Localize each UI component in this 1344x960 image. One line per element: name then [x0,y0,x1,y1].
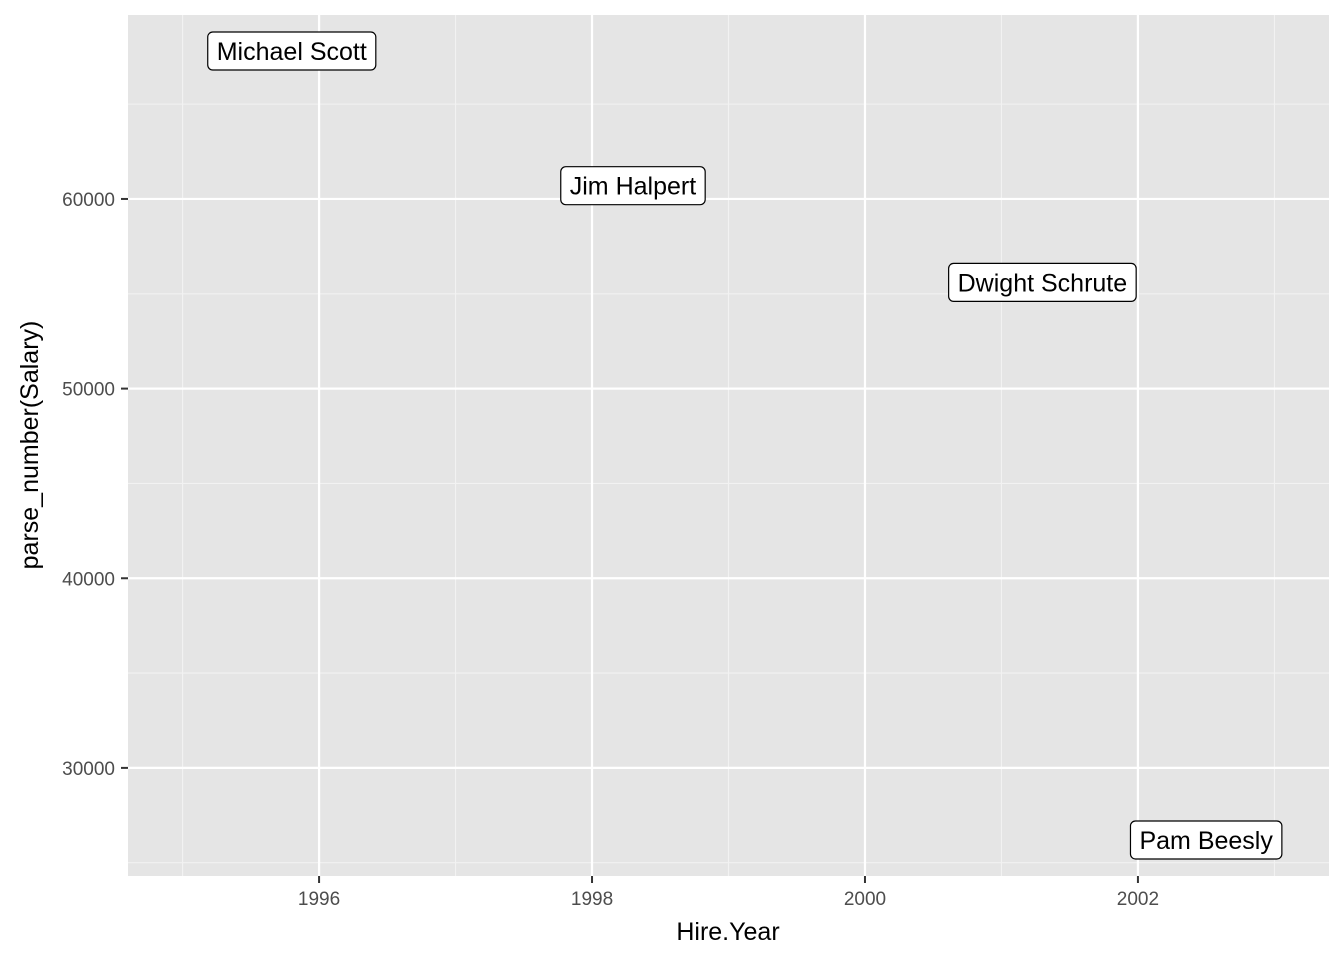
point-label-box [948,262,1137,303]
x-tick-label: 2002 [1117,889,1159,910]
point-label: Dwight Schrute [948,262,1137,303]
point-label-text: Pam Beesly [1139,827,1273,855]
y-tick-label: 30000 [62,759,115,780]
point-label: Michael Scott [207,31,377,71]
x-axis: 1996 1998 2000 2002 [298,876,1159,910]
x-axis-title: Hire.Year [676,918,779,946]
point-label: Jim Halpert [560,166,706,206]
point-label-text: Jim Halpert [570,173,696,201]
x-tick-label: 1998 [571,889,613,910]
point-label-box [560,166,706,206]
y-axis: 30000 40000 50000 60000 [62,190,128,780]
y-tick-label: 40000 [62,569,115,590]
point-label-text: Michael Scott [217,38,367,66]
point-label: Pam Beesly [1129,820,1283,860]
point-labels: Michael Scott Jim Halpert Dwight Schrute Pa… [207,31,1283,860]
x-tick-label: 2000 [844,889,886,910]
major-grid [128,15,1329,876]
minor-grid [128,15,1329,876]
y-tick-label: 60000 [62,190,115,211]
y-axis-title: parse_number(Salary) [16,321,44,570]
y-tick-label: 50000 [62,380,115,401]
point-label-text: Dwight Schrute [958,269,1128,297]
point-label-box [1129,820,1283,860]
x-tick-label: 1996 [298,889,340,910]
point-label-box [207,31,377,71]
